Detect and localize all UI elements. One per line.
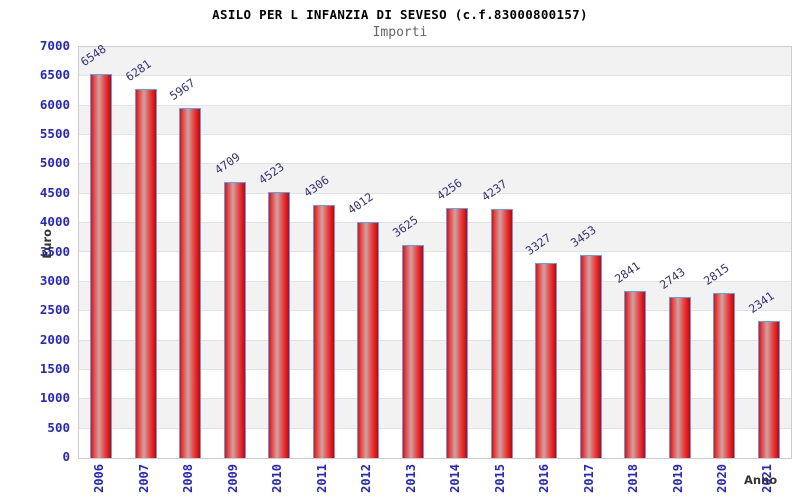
x-tick-label: 2020 [715,464,730,493]
x-tick-label: 2007 [136,464,151,493]
grid-band [79,47,791,77]
x-tick-label: 2009 [225,464,240,493]
y-tick-label: 6000 [39,96,70,112]
y-tick-label: 2500 [39,302,70,318]
bar [90,73,113,458]
x-tick-label: 2017 [581,464,596,493]
bar [713,292,736,458]
x-tick-label: 2019 [670,464,685,493]
bar [357,222,380,458]
y-tick-label: 6500 [39,67,70,83]
bar [312,205,335,458]
y-tick-label: 500 [47,419,70,435]
y-tick-label: 5000 [39,155,70,171]
y-tick-label: 0 [62,449,70,464]
y-tick-label: 4500 [39,184,70,200]
y-tick-label: 3500 [39,243,70,259]
bar [268,192,291,458]
bar [624,291,647,458]
bar [401,245,424,458]
y-tick-label: 1500 [39,360,70,376]
x-tick-label: 2012 [359,464,374,493]
y-tick-label: 7000 [39,38,70,53]
x-tick-label: 2013 [403,464,418,493]
bar [223,181,246,458]
bar [668,296,691,458]
x-tick-label: 2015 [492,464,507,493]
chart-subtitle: Importi [372,25,428,40]
x-axis-label: Anno [744,473,778,487]
grid-band [79,76,791,106]
bar [179,107,202,458]
x-tick-label: 2010 [270,464,285,493]
x-tick-label: 2008 [181,464,196,493]
y-tick-label: 2000 [39,331,70,347]
y-tick-label: 1000 [39,390,70,406]
x-tick-label: 2016 [537,464,552,493]
x-tick-label: 2014 [448,464,463,493]
bar [535,262,558,458]
y-tick-label: 4000 [39,214,70,230]
x-tick-label: 2006 [92,464,107,493]
bar [579,255,602,458]
x-tick-label: 2018 [626,464,641,493]
bar [134,89,157,458]
y-axis-label: Euro [40,229,54,259]
bar [757,320,780,458]
bar [490,209,513,458]
plot-area [78,46,792,459]
y-tick-label: 3000 [39,272,70,288]
y-tick-label: 5500 [39,126,70,142]
x-tick-label: 2011 [314,464,329,493]
chart-title: ASILO PER L INFANZIA DI SEVESO (c.f.8300… [212,7,588,22]
bar [446,208,469,458]
